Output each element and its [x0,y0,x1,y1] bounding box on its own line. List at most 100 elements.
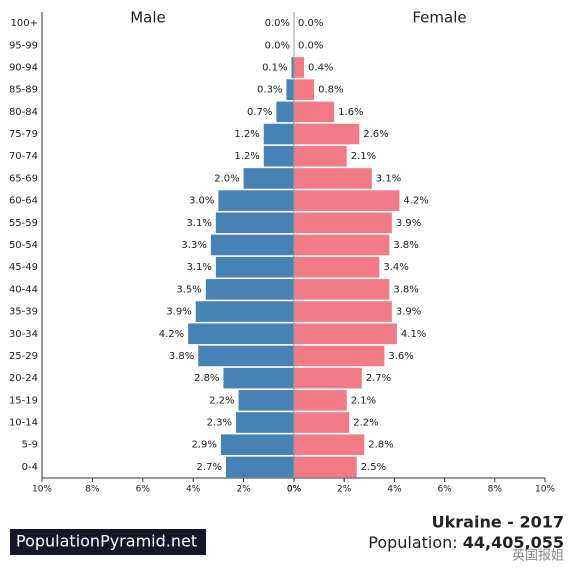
x-tick-label: 8% [488,485,503,495]
value-label: 0.7% [247,107,272,118]
bar [205,279,294,300]
value-label: 2.7% [197,462,222,473]
bar [210,234,294,256]
bar [294,145,347,167]
bar [294,79,315,100]
value-label: 3.9% [396,218,421,229]
bar [223,367,294,389]
bar [294,256,380,278]
bar [291,57,294,78]
bar [294,123,360,145]
x-tick-label: 10% [32,485,52,495]
age-label: 70-74 [9,151,38,162]
bar [198,345,294,367]
value-label: 3.8% [393,284,418,295]
bar [294,434,365,456]
bar [294,390,347,411]
age-label: 55-59 [9,218,38,229]
age-label: 90-94 [9,62,38,73]
brand-box [10,529,206,555]
x-tick-label: 2% [337,485,352,495]
value-label: 0.0% [265,40,290,51]
age-label: 5-9 [22,440,38,451]
x-tick-label: 2% [236,485,251,495]
bar [263,145,294,167]
age-label: 45-49 [9,262,38,273]
bar [220,434,294,456]
x-tick-label: 6% [437,485,452,495]
value-label: 2.8% [194,373,219,384]
x-tick-label: 0% [287,485,302,495]
age-label: 100+ [11,18,38,29]
age-label: 0-4 [22,462,38,473]
value-label: 3.3% [181,240,206,251]
value-label: 3.8% [393,240,418,251]
age-label: 15-19 [9,395,38,406]
bar [294,101,335,123]
value-label: 3.5% [176,284,201,295]
bar [238,390,294,411]
age-label: 80-84 [9,107,38,118]
value-label: 2.1% [351,395,376,406]
bar [294,168,372,189]
bar [294,367,362,389]
x-tick-label: 8% [85,485,100,495]
value-label: 4.1% [401,329,426,340]
bar [243,168,294,189]
age-label: 30-34 [9,329,38,340]
bar [225,456,294,478]
bar [294,234,390,256]
bar [263,123,294,145]
value-label: 2.0% [214,173,239,184]
bar [294,301,392,322]
series-name: Male [130,9,166,27]
value-label: 2.7% [366,373,391,384]
value-label: 2.6% [363,129,388,140]
value-label: 2.2% [353,418,378,429]
bar [294,190,400,211]
value-label: 2.5% [361,462,386,473]
age-label: 85-89 [9,85,38,96]
value-label: 3.1% [186,218,211,229]
value-label: 3.8% [169,351,194,362]
value-label: 4.2% [403,196,428,207]
age-label: 40-44 [9,284,38,295]
value-label: 0.1% [262,62,287,73]
value-label: 1.2% [234,151,259,162]
population-value: 44,405,055 [463,533,564,552]
x-tick-label: 0% [287,485,302,495]
value-label: 3.1% [186,262,211,273]
bar [294,212,392,234]
value-label: 2.8% [368,440,393,451]
bar [294,412,350,433]
population-label: Population: [368,533,457,552]
value-label: 2.9% [192,440,217,451]
x-tick-label: 6% [136,485,151,495]
footer-title: Ukraine - 2017 [432,513,564,532]
value-label: 0.4% [308,62,333,73]
age-label: 10-14 [9,418,38,429]
x-tick-label: 4% [387,485,402,495]
bar [215,212,294,234]
value-label: 2.1% [351,151,376,162]
age-label: 50-54 [9,240,38,251]
value-label: 3.6% [388,351,413,362]
value-label: 0.0% [265,18,290,29]
age-label: 60-64 [9,196,38,207]
brand: PopulationPyramid.net [16,532,197,551]
value-label: 4.2% [159,329,184,340]
age-label: 20-24 [9,373,38,384]
value-label: 0.3% [257,85,282,96]
bar [294,323,397,345]
value-label: 3.9% [396,307,421,318]
bar [286,79,294,100]
age-label: 25-29 [9,351,38,362]
value-label: 0.0% [298,18,323,29]
bar [294,456,357,478]
value-label: 1.2% [234,129,259,140]
bar [215,256,294,278]
watermark: 英国报姐 [512,549,564,564]
value-label: 2.2% [209,395,234,406]
bar [236,412,294,433]
